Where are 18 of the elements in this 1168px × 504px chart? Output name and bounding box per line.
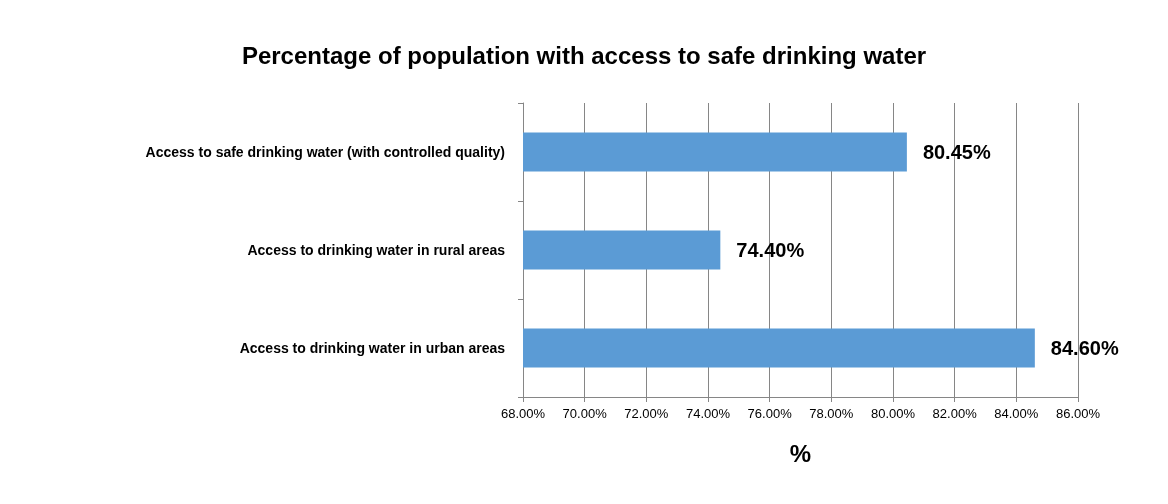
chart-title: Percentage of population with access to safe drinking water [241,41,927,69]
x-axis-title: % [789,439,812,467]
data-label: 74.40% [736,239,805,261]
x-tick-label: 76.00% [747,406,793,421]
data-label: 80.45% [922,141,991,163]
y-tick-label: Access to drinking water in urban areas [239,340,506,356]
x-tick-label: 70.00% [562,406,608,421]
x-tick-label: 78.00% [809,406,854,421]
x-tick-label: 68.00% [500,406,546,421]
data-label: 84.60% [1050,337,1119,359]
x-tick-label: 82.00% [932,406,978,421]
x-tick-label: 84.00% [994,406,1039,421]
x-tick-label: 72.00% [624,406,669,421]
x-tick-label: 74.00% [685,406,731,421]
x-tick-label: 80.00% [870,406,916,421]
x-tick-label: 86.00% [1055,406,1101,421]
y-tick-label: Access to drinking water in rural areas [247,242,506,258]
y-tick-label: Access to safe drinking water (with controlled quality) [145,144,505,160]
